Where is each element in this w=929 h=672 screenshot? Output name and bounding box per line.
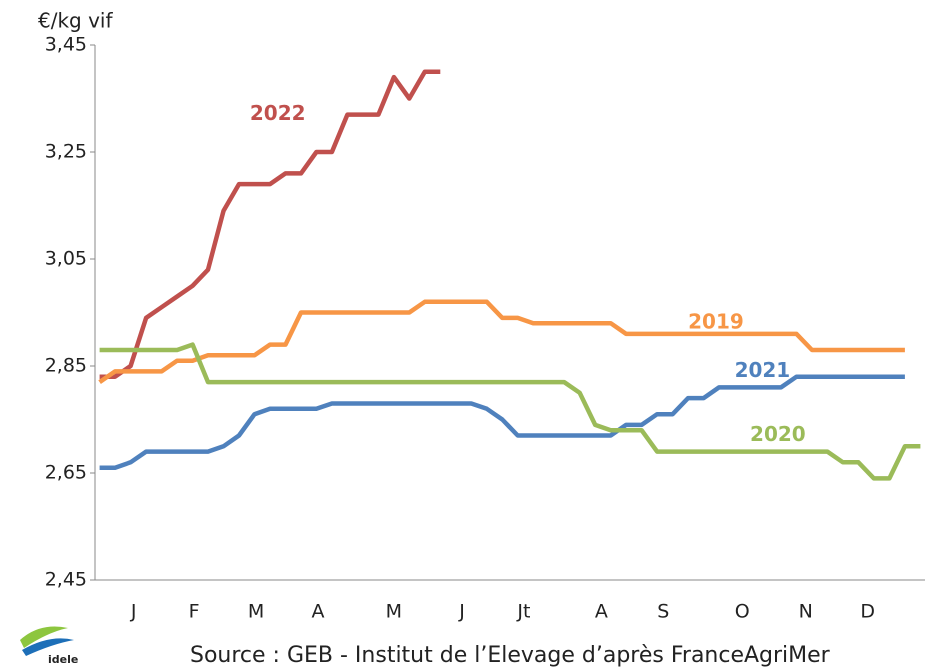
x-tick-label: O [735, 601, 750, 623]
line [99, 374, 905, 470]
logo-text: idele [48, 653, 78, 666]
x-tick-label: S [657, 601, 669, 623]
line [98, 299, 905, 384]
y-axis-label: €/kg vif [38, 9, 113, 33]
y-tick-label: 2,65 [45, 462, 87, 484]
x-tick-label: A [595, 601, 608, 623]
series-label: 2022 [250, 101, 306, 125]
y-tick-label: 2,85 [45, 355, 87, 377]
x-tick-label: J [130, 601, 137, 623]
series-label: 2019 [688, 310, 744, 334]
x-tick-label: Jt [516, 601, 530, 623]
logo-swoosh [22, 638, 74, 656]
x-tick-label: J [458, 601, 465, 623]
y-tick-label: 2,45 [45, 569, 87, 591]
y-tick-label: 3,05 [45, 248, 87, 270]
line [99, 69, 441, 379]
x-tick-label: M [386, 601, 402, 623]
x-tick-label: F [189, 601, 200, 623]
y-tick-label: 3,25 [45, 141, 87, 163]
series-label: 2021 [735, 358, 791, 382]
x-tick-label: D [860, 601, 875, 623]
x-tick-label: A [311, 601, 324, 623]
y-tick-label: 3,45 [45, 34, 87, 56]
x-tick-label: M [248, 601, 264, 623]
series-label: 2020 [750, 422, 806, 446]
x-tick-label: N [799, 601, 813, 623]
logo: idele [20, 626, 78, 666]
logo-swoosh [20, 626, 68, 648]
line [99, 342, 921, 481]
source: Source : GEB - Institut de l’Elevage d’a… [190, 643, 831, 668]
